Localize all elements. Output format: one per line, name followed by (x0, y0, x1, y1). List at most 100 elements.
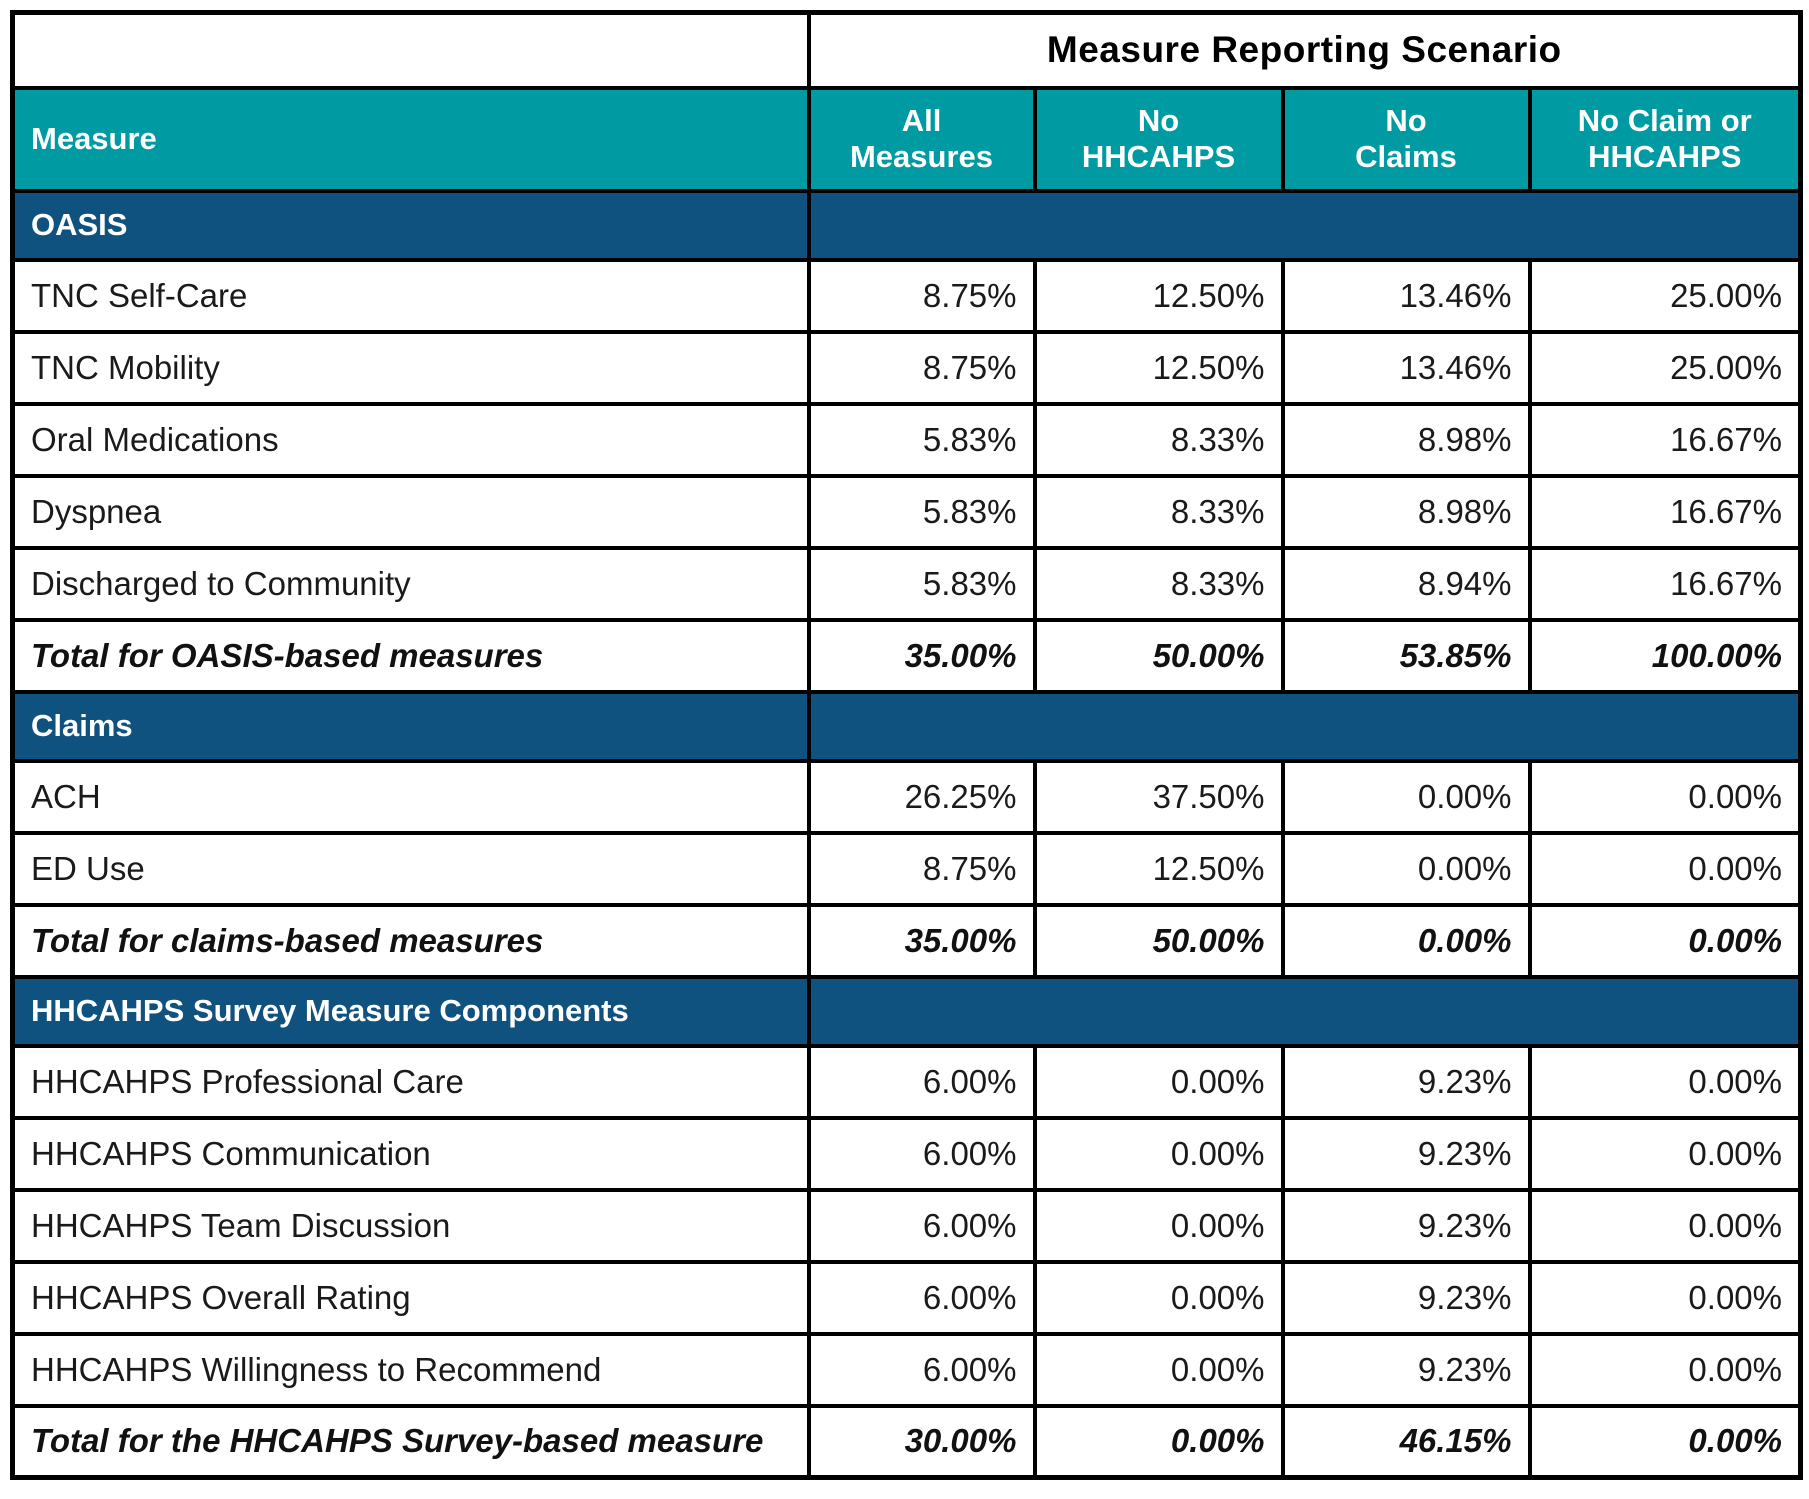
measure-label: HHCAHPS Team Discussion (10, 1187, 811, 1264)
header-all-measures-line2: Measures (849, 139, 994, 174)
value-all-measures: 6.00% (806, 1115, 1037, 1192)
section-filler-claims (806, 689, 1803, 763)
header-all-measures: All Measures (806, 85, 1037, 193)
value-all-measures: 8.75% (806, 830, 1037, 907)
total-row-hhcahps: Total for the HHCAHPS Survey-based measu… (10, 1403, 1803, 1480)
measure-label: Oral Medications (10, 401, 811, 478)
measure-label: HHCAHPS Willingness to Recommend (10, 1331, 811, 1408)
total-no-claims: 46.15% (1280, 1403, 1532, 1480)
measure-row-tnc-mobility: TNC Mobility 8.75% 12.50% 13.46% 25.00% (10, 329, 1803, 406)
measure-row-dyspnea: Dyspnea 5.83% 8.33% 8.98% 16.67% (10, 473, 1803, 550)
value-no-claims: 9.23% (1280, 1043, 1532, 1120)
total-all-measures: 35.00% (806, 617, 1037, 694)
section-header-row-claims: Claims (10, 689, 1803, 763)
section-label-claims: Claims (10, 689, 811, 763)
measure-row-hhcahps-willingness-to-recommend: HHCAHPS Willingness to Recommend 6.00% 0… (10, 1331, 1803, 1408)
value-no-hhcahps: 8.33% (1032, 473, 1285, 550)
value-all-measures: 5.83% (806, 473, 1037, 550)
total-no-claim-or-hhcahps: 0.00% (1527, 1403, 1803, 1480)
value-no-claim-or-hhcahps: 25.00% (1527, 257, 1803, 334)
measure-row-ach: ACH 26.25% 37.50% 0.00% 0.00% (10, 758, 1803, 835)
value-no-claims: 0.00% (1280, 758, 1532, 835)
value-no-claims: 9.23% (1280, 1187, 1532, 1264)
total-row-oasis: Total for OASIS-based measures 35.00% 50… (10, 617, 1803, 694)
section-label-hhcahps: HHCAHPS Survey Measure Components (10, 974, 811, 1048)
total-no-claim-or-hhcahps: 0.00% (1527, 902, 1803, 979)
value-all-measures: 26.25% (806, 758, 1037, 835)
column-header-row: Measure All Measures No HHCAHPS No Claim… (10, 85, 1803, 193)
header-no-claims: No Claims (1280, 85, 1532, 193)
value-no-claims: 13.46% (1280, 329, 1532, 406)
value-no-claim-or-hhcahps: 0.00% (1527, 1115, 1803, 1192)
value-no-hhcahps: 37.50% (1032, 758, 1285, 835)
value-no-hhcahps: 12.50% (1032, 830, 1285, 907)
total-label: Total for OASIS-based measures (10, 617, 811, 694)
table-title: Measure Reporting Scenario (806, 10, 1803, 90)
value-no-hhcahps: 8.33% (1032, 401, 1285, 478)
value-no-claim-or-hhcahps: 0.00% (1527, 1259, 1803, 1336)
measure-row-tnc-self-care: TNC Self-Care 8.75% 12.50% 13.46% 25.00% (10, 257, 1803, 334)
value-no-claims: 8.98% (1280, 473, 1532, 550)
section-label-oasis: OASIS (10, 188, 811, 262)
value-all-measures: 5.83% (806, 401, 1037, 478)
title-empty-cell (10, 10, 811, 90)
value-no-hhcahps: 12.50% (1032, 329, 1285, 406)
value-no-claims: 9.23% (1280, 1259, 1532, 1336)
value-no-claim-or-hhcahps: 0.00% (1527, 830, 1803, 907)
measure-row-discharged-to-community: Discharged to Community 5.83% 8.33% 8.94… (10, 545, 1803, 622)
measure-label: HHCAHPS Professional Care (10, 1043, 811, 1120)
measure-label: HHCAHPS Communication (10, 1115, 811, 1192)
value-no-hhcahps: 0.00% (1032, 1259, 1285, 1336)
value-all-measures: 8.75% (806, 257, 1037, 334)
total-no-hhcahps: 50.00% (1032, 617, 1285, 694)
section-header-row-oasis: OASIS (10, 188, 1803, 262)
total-no-claim-or-hhcahps: 100.00% (1527, 617, 1803, 694)
measure-label: ED Use (10, 830, 811, 907)
value-all-measures: 6.00% (806, 1187, 1037, 1264)
header-all-measures-line1: All (901, 103, 942, 139)
measure-row-hhcahps-professional-care: HHCAHPS Professional Care 6.00% 0.00% 9.… (10, 1043, 1803, 1120)
value-no-claims: 8.94% (1280, 545, 1532, 622)
value-no-claims: 0.00% (1280, 830, 1532, 907)
value-no-claim-or-hhcahps: 0.00% (1527, 1331, 1803, 1408)
measure-row-hhcahps-communication: HHCAHPS Communication 6.00% 0.00% 9.23% … (10, 1115, 1803, 1192)
value-no-hhcahps: 0.00% (1032, 1115, 1285, 1192)
measure-row-hhcahps-overall-rating: HHCAHPS Overall Rating 6.00% 0.00% 9.23%… (10, 1259, 1803, 1336)
value-no-hhcahps: 12.50% (1032, 257, 1285, 334)
measure-label: Discharged to Community (10, 545, 811, 622)
total-row-claims: Total for claims-based measures 35.00% 5… (10, 902, 1803, 979)
value-no-hhcahps: 0.00% (1032, 1331, 1285, 1408)
value-no-hhcahps: 8.33% (1032, 545, 1285, 622)
total-all-measures: 30.00% (806, 1403, 1037, 1480)
value-all-measures: 6.00% (806, 1259, 1037, 1336)
value-no-claims: 9.23% (1280, 1331, 1532, 1408)
value-no-claim-or-hhcahps: 16.67% (1527, 473, 1803, 550)
measure-label: TNC Mobility (10, 329, 811, 406)
value-no-hhcahps: 0.00% (1032, 1043, 1285, 1120)
header-no-claims-line1: No (1385, 103, 1427, 139)
header-no-claims-line2: Claims (1355, 139, 1457, 174)
measure-label: TNC Self-Care (10, 257, 811, 334)
value-all-measures: 5.83% (806, 545, 1037, 622)
value-all-measures: 6.00% (806, 1331, 1037, 1408)
measure-row-hhcahps-team-discussion: HHCAHPS Team Discussion 6.00% 0.00% 9.23… (10, 1187, 1803, 1264)
header-no-claim-or-hhcahps: No Claim or HHCAHPS (1527, 85, 1803, 193)
header-no-claim-or-hhcahps-line2: HHCAHPS (1588, 139, 1742, 174)
total-no-claims: 0.00% (1280, 902, 1532, 979)
measure-label: HHCAHPS Overall Rating (10, 1259, 811, 1336)
total-no-hhcahps: 50.00% (1032, 902, 1285, 979)
value-no-claims: 13.46% (1280, 257, 1532, 334)
section-header-row-hhcahps: HHCAHPS Survey Measure Components (10, 974, 1803, 1048)
header-no-claim-or-hhcahps-line1: No Claim or (1577, 103, 1752, 139)
header-measure: Measure (10, 85, 811, 193)
title-row: Measure Reporting Scenario (10, 10, 1803, 90)
value-no-claims: 9.23% (1280, 1115, 1532, 1192)
value-no-claim-or-hhcahps: 0.00% (1527, 1043, 1803, 1120)
measure-row-ed-use: ED Use 8.75% 12.50% 0.00% 0.00% (10, 830, 1803, 907)
total-label: Total for the HHCAHPS Survey-based measu… (10, 1403, 811, 1480)
value-no-claim-or-hhcahps: 0.00% (1527, 758, 1803, 835)
value-no-claim-or-hhcahps: 16.67% (1527, 401, 1803, 478)
header-no-hhcahps-line2: HHCAHPS (1081, 139, 1236, 174)
value-no-claim-or-hhcahps: 0.00% (1527, 1187, 1803, 1264)
section-filler-oasis (806, 188, 1803, 262)
